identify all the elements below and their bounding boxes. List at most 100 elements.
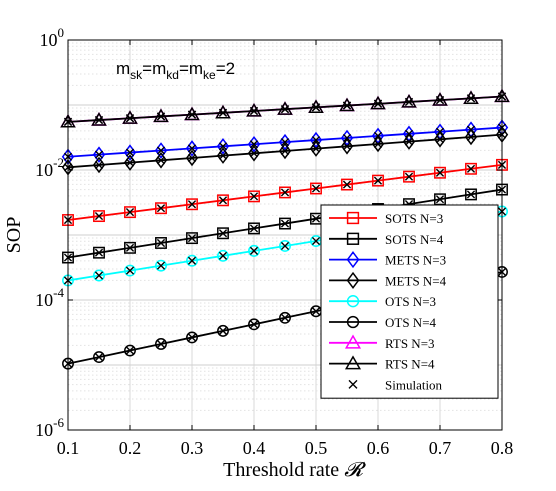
simulation-point <box>125 346 135 355</box>
y-tick-exponent: 0 <box>58 25 65 40</box>
legend-label: METS N=4 <box>385 273 447 288</box>
simulation-point <box>156 204 166 213</box>
simulation-point <box>311 236 321 246</box>
simulation-point <box>218 142 228 151</box>
simulation-point <box>342 180 352 189</box>
simulation-point <box>280 138 290 147</box>
simulation-point <box>187 110 197 119</box>
data-point <box>308 99 324 114</box>
simulation-point <box>156 112 166 121</box>
data-point <box>248 222 260 235</box>
data-point <box>154 142 168 159</box>
data-point <box>93 351 105 364</box>
data-point <box>279 217 291 230</box>
legend-marker <box>346 251 360 269</box>
simulation-point <box>280 105 290 114</box>
y-tick-label: 10-2 <box>35 155 64 180</box>
simulation-point <box>311 103 321 112</box>
data-point <box>372 174 384 187</box>
simulation-point <box>311 184 321 193</box>
simulation-point <box>404 97 414 107</box>
data-point <box>339 97 355 112</box>
data-point <box>433 131 447 148</box>
simulation-point <box>435 135 445 144</box>
data-point <box>340 129 354 147</box>
y-tick-label: 100 <box>40 25 65 50</box>
y-tick-label: 10-6 <box>35 415 64 440</box>
data-point <box>341 178 353 191</box>
data-point <box>247 145 261 162</box>
data-point <box>184 106 200 121</box>
data-point <box>279 240 291 252</box>
y-tick-base: 10 <box>40 30 58 50</box>
simulation-point <box>156 146 166 155</box>
data-point <box>278 133 292 151</box>
y-tick-exponent: -6 <box>53 415 64 430</box>
simulation-point <box>156 261 166 270</box>
data-point <box>185 149 199 167</box>
data-point <box>340 138 354 155</box>
data-point <box>403 170 415 183</box>
legend-simulation-marker <box>348 379 358 389</box>
legend-marker <box>344 334 362 349</box>
y-tick-exponent: -2 <box>53 155 64 170</box>
simulation-point <box>311 144 321 153</box>
series-mets-n-3 <box>61 119 509 166</box>
simulation-point <box>94 248 104 257</box>
simulation-point <box>466 164 476 173</box>
simulation-point <box>187 144 197 153</box>
data-point <box>464 128 478 146</box>
simulation-point <box>125 114 135 123</box>
simulation-point <box>404 172 414 181</box>
simulation-point <box>435 96 445 105</box>
simulation-point <box>280 313 290 322</box>
simulation-point <box>187 234 197 243</box>
simulation-point <box>342 101 352 110</box>
data-point <box>278 142 292 160</box>
data-point <box>248 244 260 257</box>
simulation-point <box>218 229 228 238</box>
grid <box>67 40 503 431</box>
data-point <box>309 140 323 157</box>
simulation-point <box>94 211 104 221</box>
axis-labels: Threshold rate 𝓡 SOP <box>3 217 366 481</box>
simulation-point <box>249 224 259 233</box>
simulation-point <box>218 251 228 260</box>
simulation-point <box>311 307 321 316</box>
legend-label-simulation: Simulation <box>385 377 443 392</box>
simulation-point <box>280 219 290 228</box>
data-point <box>186 331 198 344</box>
simulation-point <box>187 333 197 342</box>
simulation-point <box>94 352 104 362</box>
data-point <box>247 135 261 153</box>
simulation-point <box>342 133 352 143</box>
y-axis-label: SOP <box>3 217 25 254</box>
legend-label: SOTS N=4 <box>385 232 444 247</box>
y-tick-base: 10 <box>35 420 53 440</box>
data-point <box>277 101 293 115</box>
simulation-point <box>280 241 290 251</box>
annotation-part: =m <box>179 59 203 78</box>
simulation-point <box>249 320 259 329</box>
data-point <box>124 241 136 254</box>
legend-label: METS N=3 <box>385 253 446 268</box>
y-tick-base: 10 <box>35 160 53 180</box>
data-point <box>153 108 169 123</box>
simulation-point <box>94 160 104 170</box>
data-point <box>155 259 167 272</box>
simulation-point <box>125 266 135 275</box>
simulation-point <box>187 153 197 163</box>
data-point <box>215 104 231 119</box>
data-point <box>91 112 107 126</box>
data-point <box>124 206 136 219</box>
legend-marker <box>346 295 360 308</box>
x-tick-label: 0.1 <box>57 438 80 458</box>
data-point <box>124 344 136 357</box>
data-point <box>434 193 446 206</box>
data-point <box>92 156 106 174</box>
data-point <box>123 154 137 171</box>
data-point <box>434 166 446 179</box>
data-point <box>216 147 230 164</box>
data-point <box>155 338 167 350</box>
